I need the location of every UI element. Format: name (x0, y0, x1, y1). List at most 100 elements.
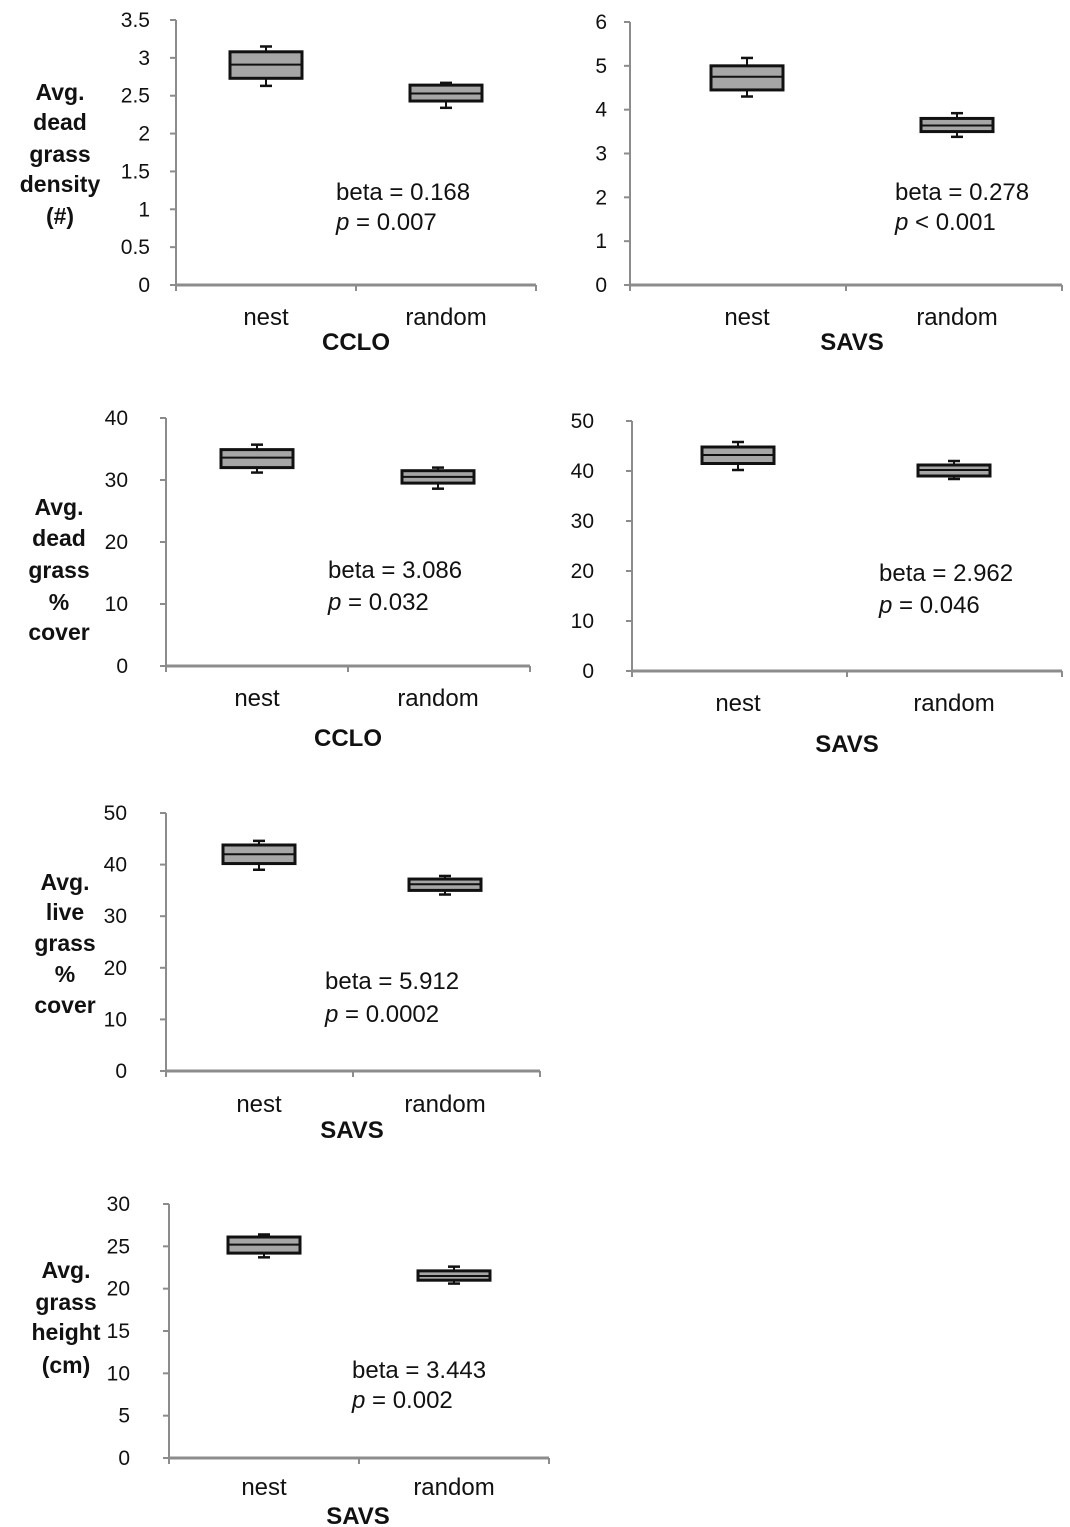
y-axis-label-line: (#) (46, 203, 74, 229)
p-value-text: < 0.001 (908, 209, 995, 236)
y-tick-label: 0 (118, 1447, 130, 1470)
p-value-text: = 0.007 (349, 209, 436, 236)
box-iqr (709, 64, 785, 92)
box-random (407, 874, 483, 896)
y-axis-label-line: Avg. (36, 79, 85, 105)
box-nest (228, 45, 304, 88)
y-tick-label: 30 (107, 1193, 130, 1216)
box-nest (221, 839, 297, 872)
y-tick-label: 1 (595, 230, 607, 253)
y-axis-label-line: grass (28, 557, 89, 583)
y-tick-label: 3.5 (121, 9, 150, 32)
y-tick-label: 40 (105, 407, 128, 430)
category-label-nest: nest (243, 304, 289, 331)
y-tick-label: 20 (571, 560, 594, 583)
beta-annotation: beta = 0.278 (895, 179, 1029, 206)
y-tick-label: 15 (107, 1320, 130, 1343)
beta-annotation: beta = 0.168 (336, 179, 470, 206)
box-random (416, 1265, 492, 1285)
y-axis-label-line: Avg. (35, 494, 84, 520)
p-value-annotation: p = 0.007 (335, 209, 437, 236)
category-label-random: random (913, 690, 994, 717)
group-label: SAVS (320, 1117, 384, 1144)
y-axis-label-line: grass (34, 930, 95, 956)
y-tick-label: 25 (107, 1235, 130, 1258)
y-tick-label: 5 (595, 55, 607, 78)
p-symbol: p (327, 589, 341, 616)
box-random (916, 459, 992, 481)
category-label-nest: nest (724, 304, 770, 331)
y-tick-label: 50 (104, 802, 127, 825)
group-label: CCLO (322, 329, 390, 356)
y-axis-label-line: dead (33, 109, 87, 135)
box-nest (219, 443, 295, 474)
y-tick-label: 0 (138, 274, 150, 297)
y-tick-label: 30 (104, 905, 127, 928)
group-label: SAVS (815, 731, 879, 758)
p-value-text: = 0.002 (365, 1387, 452, 1414)
y-tick-label: 6 (595, 11, 607, 34)
y-axis-label-line: Avg. (41, 869, 90, 895)
p-symbol: p (324, 1001, 338, 1028)
y-tick-label: 4 (595, 99, 607, 122)
box-nest (709, 56, 785, 98)
y-tick-label: 2 (595, 186, 607, 209)
y-tick-label: 20 (107, 1278, 130, 1301)
p-symbol: p (351, 1387, 365, 1414)
y-tick-label: 2.5 (121, 85, 150, 108)
beta-annotation: beta = 3.443 (352, 1357, 486, 1384)
y-tick-label: 20 (104, 957, 127, 980)
group-label: CCLO (314, 725, 382, 752)
y-axis-label-line: (cm) (42, 1352, 91, 1378)
box-nest (226, 1233, 302, 1259)
category-label-nest: nest (236, 1091, 282, 1118)
p-symbol: p (878, 592, 892, 619)
category-label-random: random (413, 1474, 494, 1501)
p-symbol: p (894, 209, 908, 236)
category-label-nest: nest (234, 685, 280, 712)
y-axis-label-line: cover (34, 992, 95, 1018)
chart-panel-6: 0 5 10 15 20 25 30 nest random SAVS Avg. grass heigh… (32, 1193, 550, 1527)
category-label-random: random (405, 304, 486, 331)
y-axis-label-line: Avg. (42, 1257, 91, 1283)
y-tick-label: 30 (105, 469, 128, 492)
y-tick-label: 40 (571, 460, 594, 483)
beta-annotation: beta = 3.086 (328, 557, 462, 584)
group-label: SAVS (326, 1503, 390, 1527)
y-axis-label-line: grass (29, 141, 90, 167)
chart-panel-1: 0 0.5 1 1.5 2 2.5 3 3.5 nest random CCLO Avg. dead gr… (20, 9, 537, 356)
y-axis-label-line: height (32, 1319, 101, 1345)
y-tick-label: 0.5 (121, 236, 150, 259)
p-value-annotation: p = 0.046 (878, 592, 980, 619)
box-nest (700, 440, 776, 472)
y-tick-label: 10 (107, 1362, 130, 1385)
category-label-random: random (916, 304, 997, 331)
y-tick-label: 5 (118, 1405, 130, 1428)
y-tick-label: 20 (105, 531, 128, 554)
box-random (919, 111, 995, 139)
y-tick-label: 50 (571, 410, 594, 433)
y-tick-label: 0 (595, 274, 607, 297)
box-random (400, 466, 476, 490)
p-value-annotation: p = 0.032 (327, 589, 429, 616)
y-tick-label: 3 (595, 143, 607, 166)
y-tick-label: 0 (115, 1060, 127, 1083)
y-tick-label: 0 (116, 655, 128, 678)
category-label-nest: nest (715, 690, 761, 717)
chart-panel-5: 0 10 20 30 40 50 nest random SAVS Avg. live grass% c… (34, 802, 541, 1144)
box-random (408, 81, 484, 110)
y-axis-label-line: grass (35, 1289, 96, 1315)
y-axis-label-line: dead (32, 525, 86, 551)
y-tick-label: 40 (104, 854, 127, 877)
y-tick-label: 1.5 (121, 160, 150, 183)
p-value-annotation: p = 0.002 (351, 1387, 453, 1414)
p-symbol: p (335, 209, 349, 236)
y-axis-label-line: % (55, 961, 75, 987)
y-axis-label-line: live (46, 899, 84, 925)
category-label-nest: nest (241, 1474, 287, 1501)
p-value-annotation: p < 0.001 (894, 209, 996, 236)
p-value-text: = 0.0002 (338, 1001, 439, 1028)
y-axis-label-line: cover (28, 619, 89, 645)
p-value-text: = 0.046 (892, 592, 979, 619)
